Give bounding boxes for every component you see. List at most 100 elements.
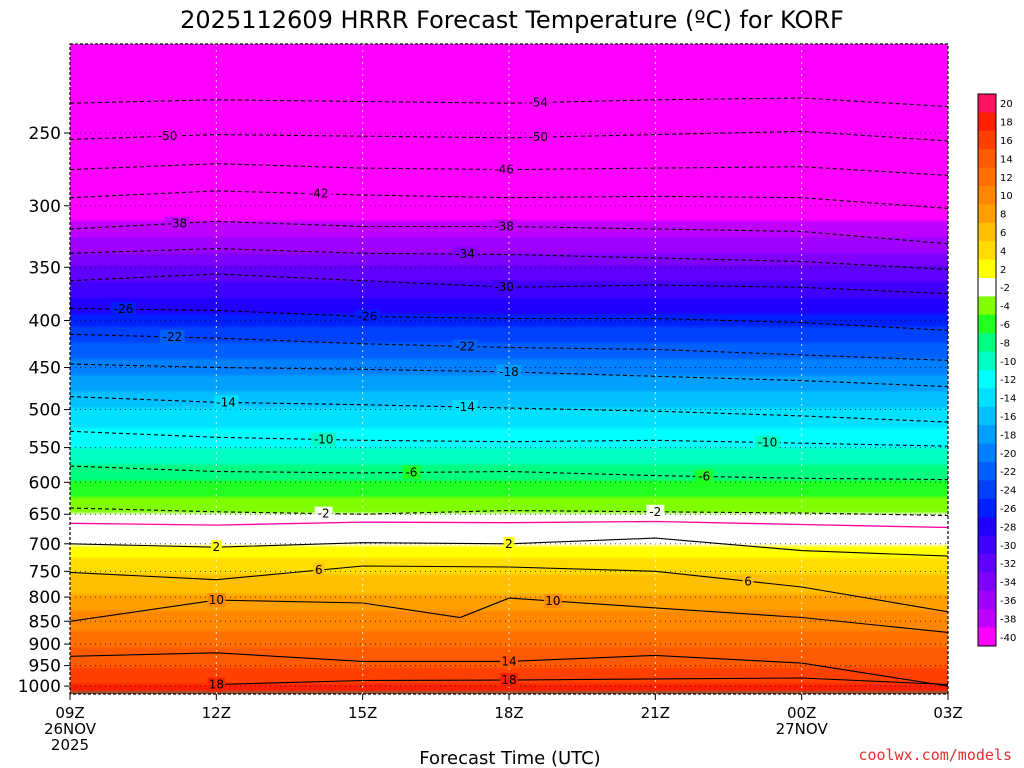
contour-label-bg (496, 364, 522, 379)
contour-label: -54 (528, 96, 548, 110)
colorbar-swatch (978, 314, 996, 334)
colorbar-label: -36 (1000, 596, 1016, 607)
colorbar-swatch (978, 333, 996, 353)
contour-label-bg (503, 536, 515, 551)
contour-label-bg (755, 435, 781, 450)
contour-label-bg (207, 677, 226, 692)
contour-label: -10 (314, 432, 334, 446)
colorbar-label: 20 (1000, 99, 1013, 110)
colorbar-label: -38 (1000, 614, 1016, 625)
contour-label: -2 (318, 507, 330, 521)
x-tick-label: 09Z (55, 704, 84, 722)
contour-label: -42 (309, 187, 329, 201)
colorbar-swatch (978, 627, 996, 647)
colorbar-label: 14 (1000, 154, 1013, 165)
contour-label-bg (646, 504, 665, 519)
x-tick-label: 21Z (641, 704, 670, 722)
y-tick-label: 300 (29, 197, 61, 217)
colorbar-swatch (978, 222, 996, 242)
contour-label-bg (207, 593, 226, 608)
contour-label: -14 (455, 400, 475, 414)
colorbar-label: -2 (1000, 283, 1010, 294)
colorbar-label: -4 (1000, 302, 1010, 313)
colorbar-swatch (978, 480, 996, 500)
contour-label-bg (311, 432, 337, 447)
y-tick-label: 1000 (18, 677, 61, 697)
contour-label-bg (313, 563, 325, 578)
contour-label-bg (164, 216, 190, 231)
x-tick-date: 26NOV (44, 720, 97, 738)
colorbar-swatch (978, 296, 996, 316)
contour-label: -50 (528, 130, 548, 144)
colorbar-label: 2 (1000, 265, 1006, 276)
colorbar-swatch (978, 443, 996, 463)
contour-label-bg (314, 506, 333, 521)
y-tick-label: 700 (29, 535, 61, 555)
contour-label-bg (155, 129, 181, 144)
contour-line (70, 465, 948, 481)
contour-label: -22 (455, 339, 475, 353)
colorbar-swatch (978, 462, 996, 481)
colorbar-label: -12 (1000, 375, 1016, 386)
colorbar-label: -28 (1000, 522, 1016, 533)
contour-label-bg (402, 465, 421, 480)
colorbar-label: -18 (1000, 430, 1016, 441)
freezing-line (70, 520, 948, 529)
y-tick-label: 950 (29, 657, 61, 677)
contour-label-bg (452, 339, 478, 354)
contour-label: -14 (216, 395, 236, 409)
y-tick-label: 250 (29, 124, 61, 144)
colorbar-label: 16 (1000, 136, 1013, 147)
y-tick-label: 750 (29, 562, 61, 582)
colorbar-swatch (978, 590, 996, 610)
contour-label: -18 (499, 365, 519, 379)
contour-line (216, 677, 948, 686)
colorbar-swatch (978, 167, 996, 187)
contour-line (70, 565, 948, 613)
contour-line (70, 363, 948, 388)
credit-label: coolwx.com/models (858, 746, 1012, 764)
contour-label: 6 (744, 574, 752, 588)
contour-label: -38 (168, 216, 188, 230)
colorbar-swatch (978, 351, 996, 371)
x-tick-label: 15Z (348, 704, 377, 722)
contour-label-bg (452, 247, 478, 262)
colorbar-label: -20 (1000, 449, 1016, 460)
contour-line (70, 430, 948, 447)
colorbar-swatch (978, 204, 996, 224)
contour-line (70, 163, 948, 176)
plot-area: -54-50 -50-46-42-38 -38-34-30-26-26-22-22-… (70, 44, 948, 694)
colorbar-label: 18 (1000, 118, 1013, 129)
colorbar-label: -10 (1000, 357, 1016, 368)
contour-line (70, 396, 948, 423)
colorbar-label: -40 (1000, 633, 1016, 644)
contour-label: 2 (505, 537, 513, 551)
colorbar-label: -30 (1000, 541, 1016, 552)
contour-label-bg (742, 574, 754, 589)
colorbar-label: 10 (1000, 191, 1013, 202)
contour-label: 18 (501, 673, 516, 687)
colorbar-swatch (978, 572, 996, 592)
colorbar-swatch (978, 370, 996, 389)
contour-label: 6 (315, 563, 323, 577)
contour-line (70, 507, 948, 517)
contour-label-bg (355, 309, 381, 324)
x-tick-label: 18Z (494, 704, 523, 722)
colorbar-swatch (978, 498, 996, 518)
y-tick-label: 450 (29, 359, 61, 379)
contour-label: -50 (158, 129, 178, 143)
y-tick-label: 800 (29, 588, 61, 608)
contour-label-bg (210, 540, 222, 555)
colorbar-swatch (978, 149, 996, 169)
contour-label: 10 (545, 594, 560, 608)
contour-label: -26 (114, 302, 134, 316)
contour-label: -6 (405, 465, 417, 479)
colorbar-swatch (978, 130, 996, 150)
x-axis-label: Forecast Time (UTC) (419, 748, 600, 768)
y-tick-label: 550 (29, 439, 61, 459)
contour-label-bg (491, 162, 517, 177)
contour-line (70, 248, 948, 271)
contour-label: 18 (209, 678, 224, 692)
